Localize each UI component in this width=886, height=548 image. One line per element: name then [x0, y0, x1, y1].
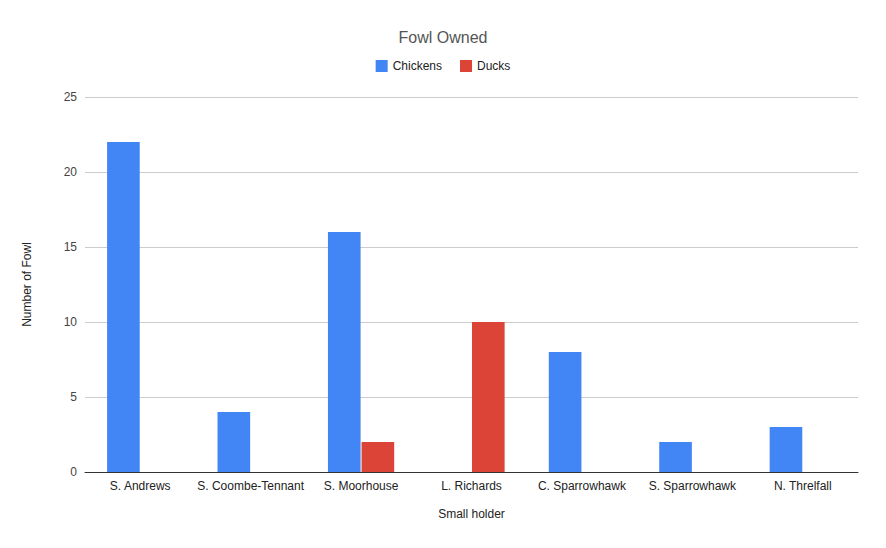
svg-text:10: 10: [64, 315, 78, 329]
svg-text:N. Threlfall: N. Threlfall: [774, 479, 832, 493]
svg-text:S. Coombe-Tennant: S. Coombe-Tennant: [197, 479, 304, 493]
svg-text:Chickens: Chickens: [393, 59, 442, 73]
svg-text:0: 0: [70, 465, 77, 479]
svg-text:Small holder: Small holder: [438, 507, 505, 521]
svg-text:Number of Fowl: Number of Fowl: [20, 242, 34, 327]
svg-text:S. Andrews: S. Andrews: [110, 479, 171, 493]
svg-text:C. Sparrowhawk: C. Sparrowhawk: [538, 479, 627, 493]
svg-text:15: 15: [64, 240, 78, 254]
svg-text:S. Sparrowhawk: S. Sparrowhawk: [649, 479, 737, 493]
svg-text:25: 25: [64, 90, 78, 104]
svg-text:Ducks: Ducks: [477, 59, 510, 73]
svg-text:L. Richards: L. Richards: [441, 479, 502, 493]
svg-text:Fowl Owned: Fowl Owned: [399, 29, 488, 46]
svg-text:20: 20: [64, 165, 78, 179]
svg-text:5: 5: [70, 390, 77, 404]
svg-text:S. Moorhouse: S. Moorhouse: [324, 479, 399, 493]
